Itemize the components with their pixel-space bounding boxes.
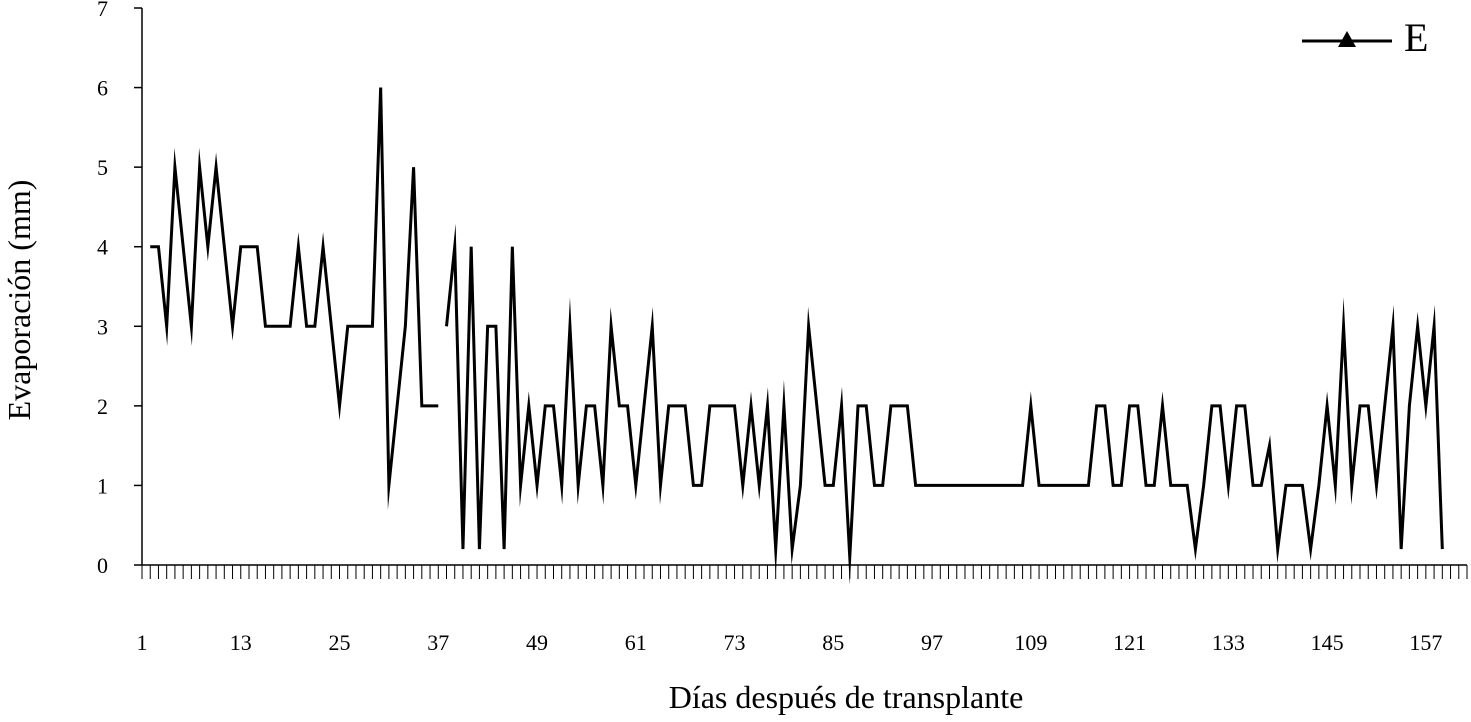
series-layer xyxy=(150,87,1444,585)
x-tick-label: 157 xyxy=(1409,630,1442,655)
x-tick-label: 37 xyxy=(427,630,449,655)
x-tick-label: 1 xyxy=(137,630,148,655)
x-tick-label: 85 xyxy=(822,630,844,655)
series-line-e-segment-2 xyxy=(445,223,1444,585)
legend-triangle-marker xyxy=(1338,31,1356,47)
x-tick-label: 133 xyxy=(1212,630,1245,655)
x-tick-label: 145 xyxy=(1311,630,1344,655)
x-tick-label: 61 xyxy=(625,630,647,655)
x-tick-label: 73 xyxy=(724,630,746,655)
y-tick-label: 7 xyxy=(97,0,108,21)
x-tick-label: 121 xyxy=(1113,630,1146,655)
legend: E xyxy=(1302,15,1428,60)
series-line-e-segment-1 xyxy=(150,87,439,510)
y-axis-title: Evaporación (mm) xyxy=(1,180,37,421)
y-tick-label: 0 xyxy=(97,553,108,578)
y-tick-label: 4 xyxy=(97,235,108,260)
x-tick-label: 13 xyxy=(230,630,252,655)
x-axis: 1 13 25 37 49 61 73 85 97 109 121 133 145 157 xyxy=(137,564,1468,655)
y-tick-label: 2 xyxy=(97,394,108,419)
y-tick-label: 5 xyxy=(97,155,108,180)
x-tick-label: 49 xyxy=(526,630,548,655)
y-tick-label: 3 xyxy=(97,314,108,339)
x-axis-title: Días después de transplante xyxy=(669,679,1024,715)
x-tick-label: 25 xyxy=(329,630,351,655)
x-tick-label: 109 xyxy=(1014,630,1047,655)
legend-label-e: E xyxy=(1404,15,1428,60)
y-tick-label: 1 xyxy=(97,473,108,498)
y-tick-label: 6 xyxy=(97,76,108,101)
x-tick-label: 97 xyxy=(921,630,943,655)
y-axis: 0 1 2 3 4 5 6 7 xyxy=(97,0,143,578)
